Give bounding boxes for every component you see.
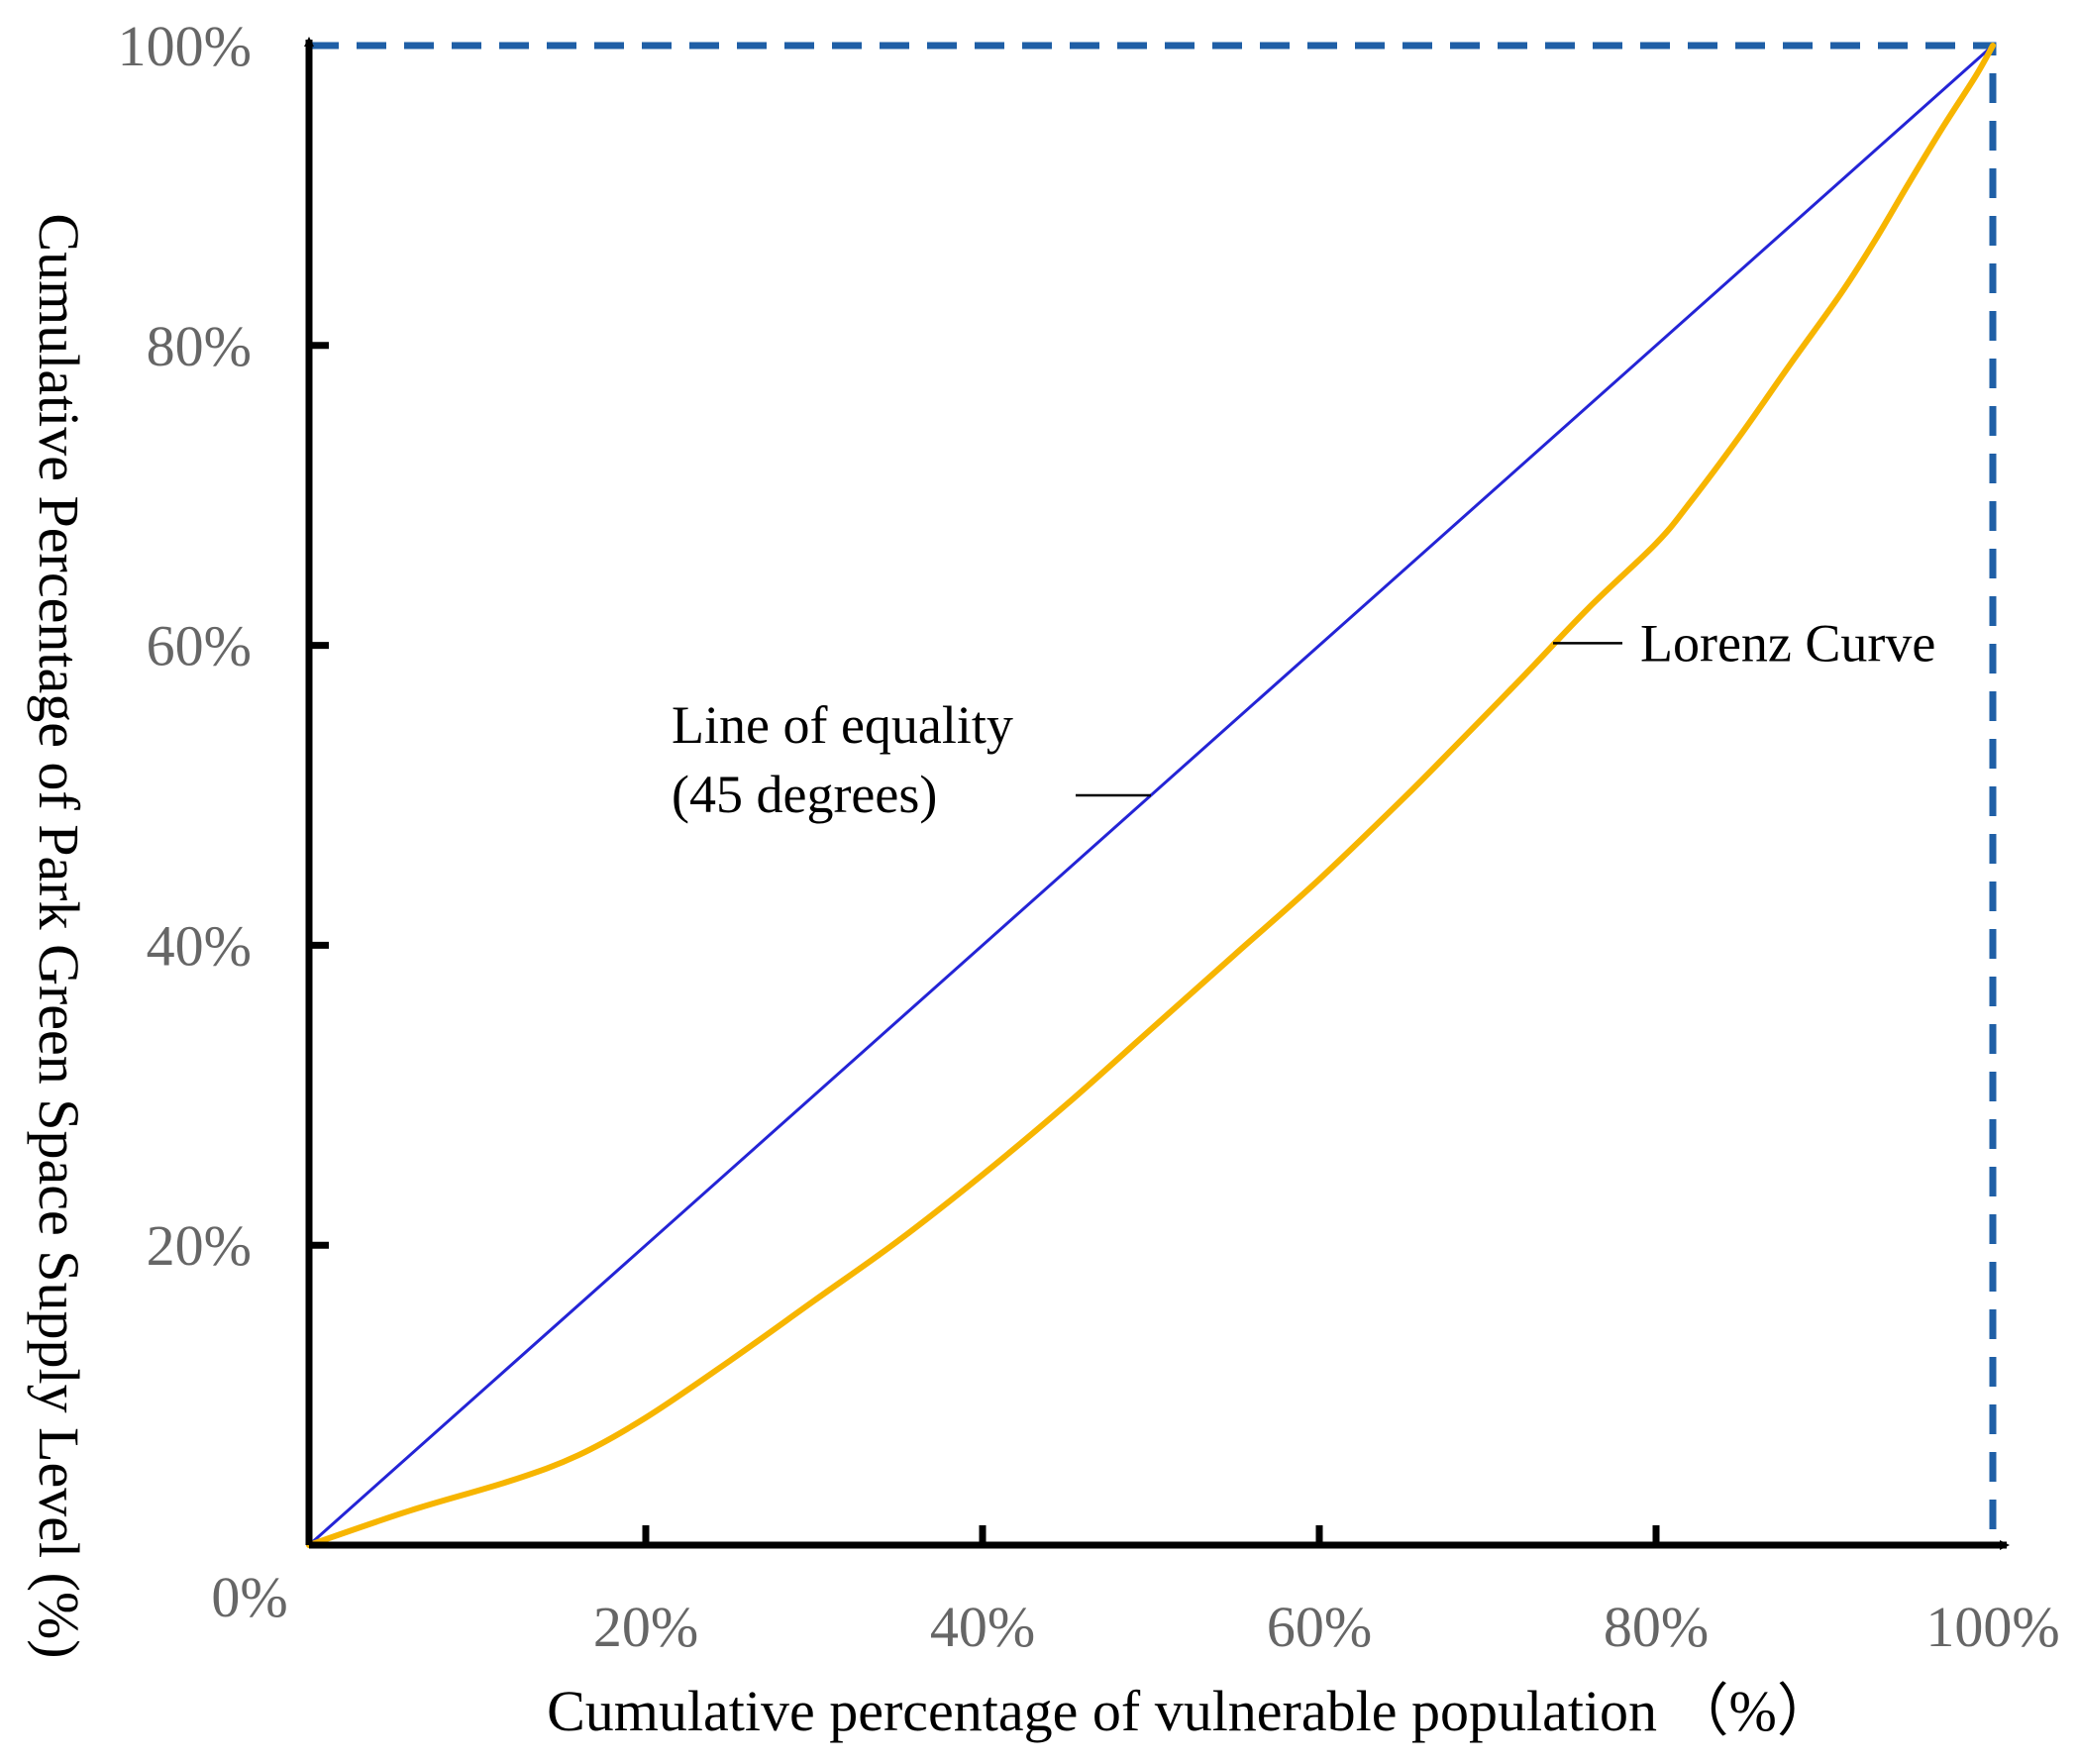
annotation-layer: Line of equality (45 degrees) Lorenz Curve [672, 613, 1935, 824]
x-tick-label: 80% [1604, 1595, 1709, 1659]
y-axis-title: Cumulative Percentage of Park Green Spac… [27, 213, 91, 1658]
x-axis-title: Cumulative percentage of vulnerable popu… [547, 1679, 1834, 1743]
y-tick-label: 20% [147, 1213, 252, 1278]
ticks-layer: 20% 40% 60% 80% 100% 20% 40% 60% 80% 100% [118, 14, 2060, 1659]
y-tick-label: 100% [118, 14, 252, 78]
y-tick-label: 80% [147, 314, 252, 378]
y-tick-label: 60% [147, 614, 252, 678]
x-tick-label: 60% [1267, 1595, 1372, 1659]
x-tick-label: 40% [930, 1595, 1035, 1659]
axes-layer [304, 37, 2010, 1550]
lorenz-curve-line [306, 43, 1996, 1548]
lorenz-annotation: Lorenz Curve [1640, 613, 1935, 673]
equality-annotation-line1: Line of equality [672, 695, 1013, 755]
equality-annotation-line2: (45 degrees) [672, 765, 937, 824]
x-tick-label: 100% [1925, 1595, 2059, 1659]
y-tick-label: 40% [147, 913, 252, 978]
x-tick-label: 20% [593, 1595, 698, 1659]
origin-label: 0% [211, 1565, 287, 1629]
